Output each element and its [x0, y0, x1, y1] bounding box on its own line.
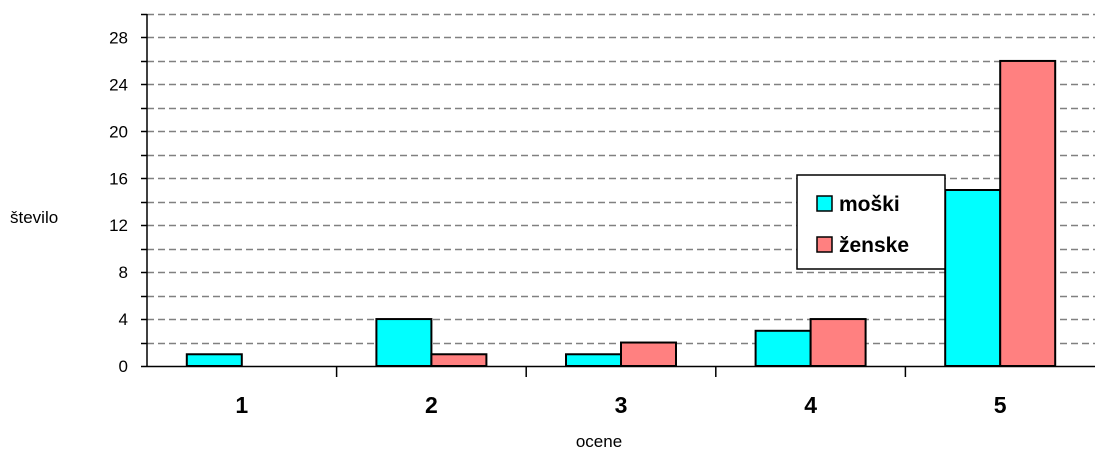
- y-tick-label: 0: [119, 357, 128, 376]
- y-tick-label: 4: [119, 310, 128, 329]
- y-axis-title: število: [10, 208, 58, 227]
- legend-label-moski: moški: [839, 193, 900, 216]
- x-tick-label: 2: [425, 392, 438, 418]
- x-tick-label: 1: [235, 392, 248, 418]
- x-tick-label: 4: [804, 392, 817, 418]
- y-tick-label: 24: [109, 75, 128, 94]
- bar-moski-3: [565, 353, 622, 367]
- bar-zenske-4: [809, 318, 867, 368]
- bar-zenske-3: [620, 341, 677, 367]
- y-tick-label: 12: [109, 216, 128, 235]
- legend-swatch-moski: [816, 195, 833, 212]
- y-tick-label: 20: [109, 122, 128, 141]
- bar-zenske-5: [999, 59, 1057, 368]
- bar-moski-2: [375, 318, 433, 368]
- bar-moski-1: [185, 353, 243, 367]
- x-tick-label: 3: [615, 392, 628, 418]
- bar-moski-4: [754, 329, 812, 367]
- legend-label-zenske: ženske: [839, 234, 909, 257]
- x-axis-title: ocene: [576, 432, 622, 451]
- x-tick-label: 5: [994, 392, 1007, 418]
- gridlines: [147, 13, 1095, 345]
- bars: [185, 59, 1057, 368]
- legend: moški ženske: [796, 174, 946, 270]
- bar-zenske-2: [430, 353, 488, 367]
- bar-moski-5: [944, 189, 1002, 367]
- legend-swatch-zenske: [816, 236, 833, 253]
- y-tick-label: 16: [109, 169, 128, 188]
- y-tick-label: 28: [109, 28, 128, 47]
- legend-box: [796, 174, 946, 270]
- y-tick-label: 8: [119, 263, 128, 282]
